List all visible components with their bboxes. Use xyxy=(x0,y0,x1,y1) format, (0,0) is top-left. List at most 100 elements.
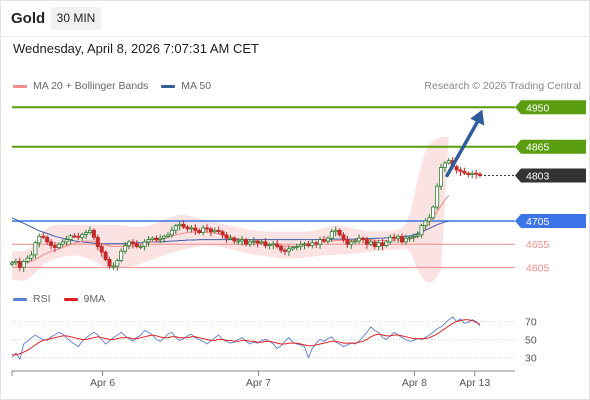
candle-body xyxy=(294,246,299,248)
candle-body xyxy=(306,243,311,247)
price-tag-4950 xyxy=(515,100,586,115)
rsi-line xyxy=(11,316,481,361)
candle-body xyxy=(357,237,362,242)
candle-body xyxy=(240,239,245,242)
candle-body xyxy=(181,223,186,228)
candle-body xyxy=(290,247,295,250)
candle-body xyxy=(419,225,424,236)
candle-body xyxy=(41,235,46,238)
candle-body xyxy=(349,241,354,245)
price-tag-4865 xyxy=(515,139,586,154)
candle-body xyxy=(302,243,307,246)
candle-body xyxy=(360,237,365,240)
candle-body xyxy=(364,239,369,245)
datetime-label: Wednesday, April 8, 2026 7:07:31 AM CET xyxy=(13,41,259,56)
candle-body xyxy=(321,239,326,242)
candle-body xyxy=(423,220,428,226)
candle-body xyxy=(173,225,178,231)
candle-body xyxy=(123,245,128,252)
candle-body xyxy=(103,251,108,260)
price-tag-text-4803: 4803 xyxy=(526,171,550,183)
price-label-4655: 4655 xyxy=(526,239,550,251)
candle-body xyxy=(134,243,139,248)
candle-body xyxy=(52,245,57,248)
candle-body xyxy=(49,241,54,246)
legend-item-rsi: RSI xyxy=(13,293,51,305)
candle-body xyxy=(68,235,73,240)
candle-body xyxy=(282,249,287,252)
candle-body xyxy=(462,170,467,174)
projection-arrow-head xyxy=(470,109,485,126)
candle-body xyxy=(275,243,280,248)
bollinger-band xyxy=(12,137,449,283)
legend-label-ma20: MA 20 + Bollinger Bands xyxy=(33,80,149,92)
rsi-tick-70: 70 xyxy=(525,317,537,329)
candle-body xyxy=(384,241,389,246)
candle-body xyxy=(220,231,225,236)
price-tag-text-4705: 4705 xyxy=(526,216,550,228)
rsi-tick-50: 50 xyxy=(525,335,537,347)
rsi-tick-30: 30 xyxy=(525,353,537,365)
candle-body xyxy=(212,229,217,233)
candle-body xyxy=(329,231,334,239)
price-tag-4705 xyxy=(515,214,586,228)
candle-body xyxy=(177,223,182,227)
header-divider xyxy=(0,36,590,37)
candle-body xyxy=(411,235,416,238)
candle-body xyxy=(267,244,272,247)
candle-body xyxy=(45,236,50,243)
candle-body xyxy=(255,240,260,244)
candle-body xyxy=(17,260,22,268)
candle-body xyxy=(236,240,241,243)
candle-body xyxy=(458,169,463,172)
legend-label-ma50: MA 50 xyxy=(181,80,212,92)
candle-body xyxy=(243,239,248,245)
candle-body xyxy=(197,229,202,234)
candle-body xyxy=(427,217,432,222)
legend-item-9ma: 9MA xyxy=(63,293,106,305)
candle-body xyxy=(454,166,459,171)
candle-body xyxy=(438,167,443,187)
candle-body xyxy=(337,229,342,236)
candle-body xyxy=(263,241,268,246)
candle-body xyxy=(138,246,143,248)
candle-body xyxy=(21,260,26,268)
projection-arrow-line xyxy=(445,116,482,178)
candle-body xyxy=(333,229,338,233)
candle-body xyxy=(341,234,346,240)
x-tick-label: Apr 8 xyxy=(402,377,427,389)
candle-body xyxy=(29,254,34,259)
candle-body xyxy=(119,250,124,261)
candle-body xyxy=(345,239,350,245)
candle-body xyxy=(372,241,377,247)
candle-body xyxy=(13,260,18,264)
rsi-ma-line xyxy=(12,319,481,356)
candle-body xyxy=(407,236,412,239)
rsi-legend: RSI 9MA xyxy=(13,293,118,305)
legend-label-9ma: 9MA xyxy=(83,293,106,305)
legend-item-ma20: MA 20 + Bollinger Bands xyxy=(13,80,148,92)
candle-body xyxy=(150,237,155,240)
candle-body xyxy=(158,237,163,240)
candle-body xyxy=(353,240,358,243)
candle-body xyxy=(286,248,291,252)
candle-body xyxy=(388,236,393,243)
candle-body xyxy=(399,235,404,243)
candle-body xyxy=(9,262,14,265)
candle-body xyxy=(204,227,209,230)
candle-body xyxy=(169,229,174,236)
candle-body xyxy=(247,241,252,245)
timeframe-badge[interactable]: 30 MIN xyxy=(51,7,101,30)
legend-item-ma50: MA 50 xyxy=(161,80,211,92)
candle-body xyxy=(470,172,475,175)
candle-body xyxy=(107,259,112,267)
candle-body xyxy=(368,241,373,245)
candle-body xyxy=(99,246,104,253)
candle-body xyxy=(228,237,233,240)
candle-body xyxy=(224,234,229,239)
legend-swatch-ma20 xyxy=(13,84,27,88)
candle-body xyxy=(64,239,69,243)
candle-body xyxy=(189,227,194,230)
candle-body xyxy=(435,185,440,208)
